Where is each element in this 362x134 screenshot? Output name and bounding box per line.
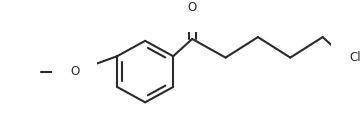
Text: O: O	[188, 1, 197, 14]
Text: Cl: Cl	[349, 51, 361, 64]
Text: O: O	[70, 65, 79, 78]
